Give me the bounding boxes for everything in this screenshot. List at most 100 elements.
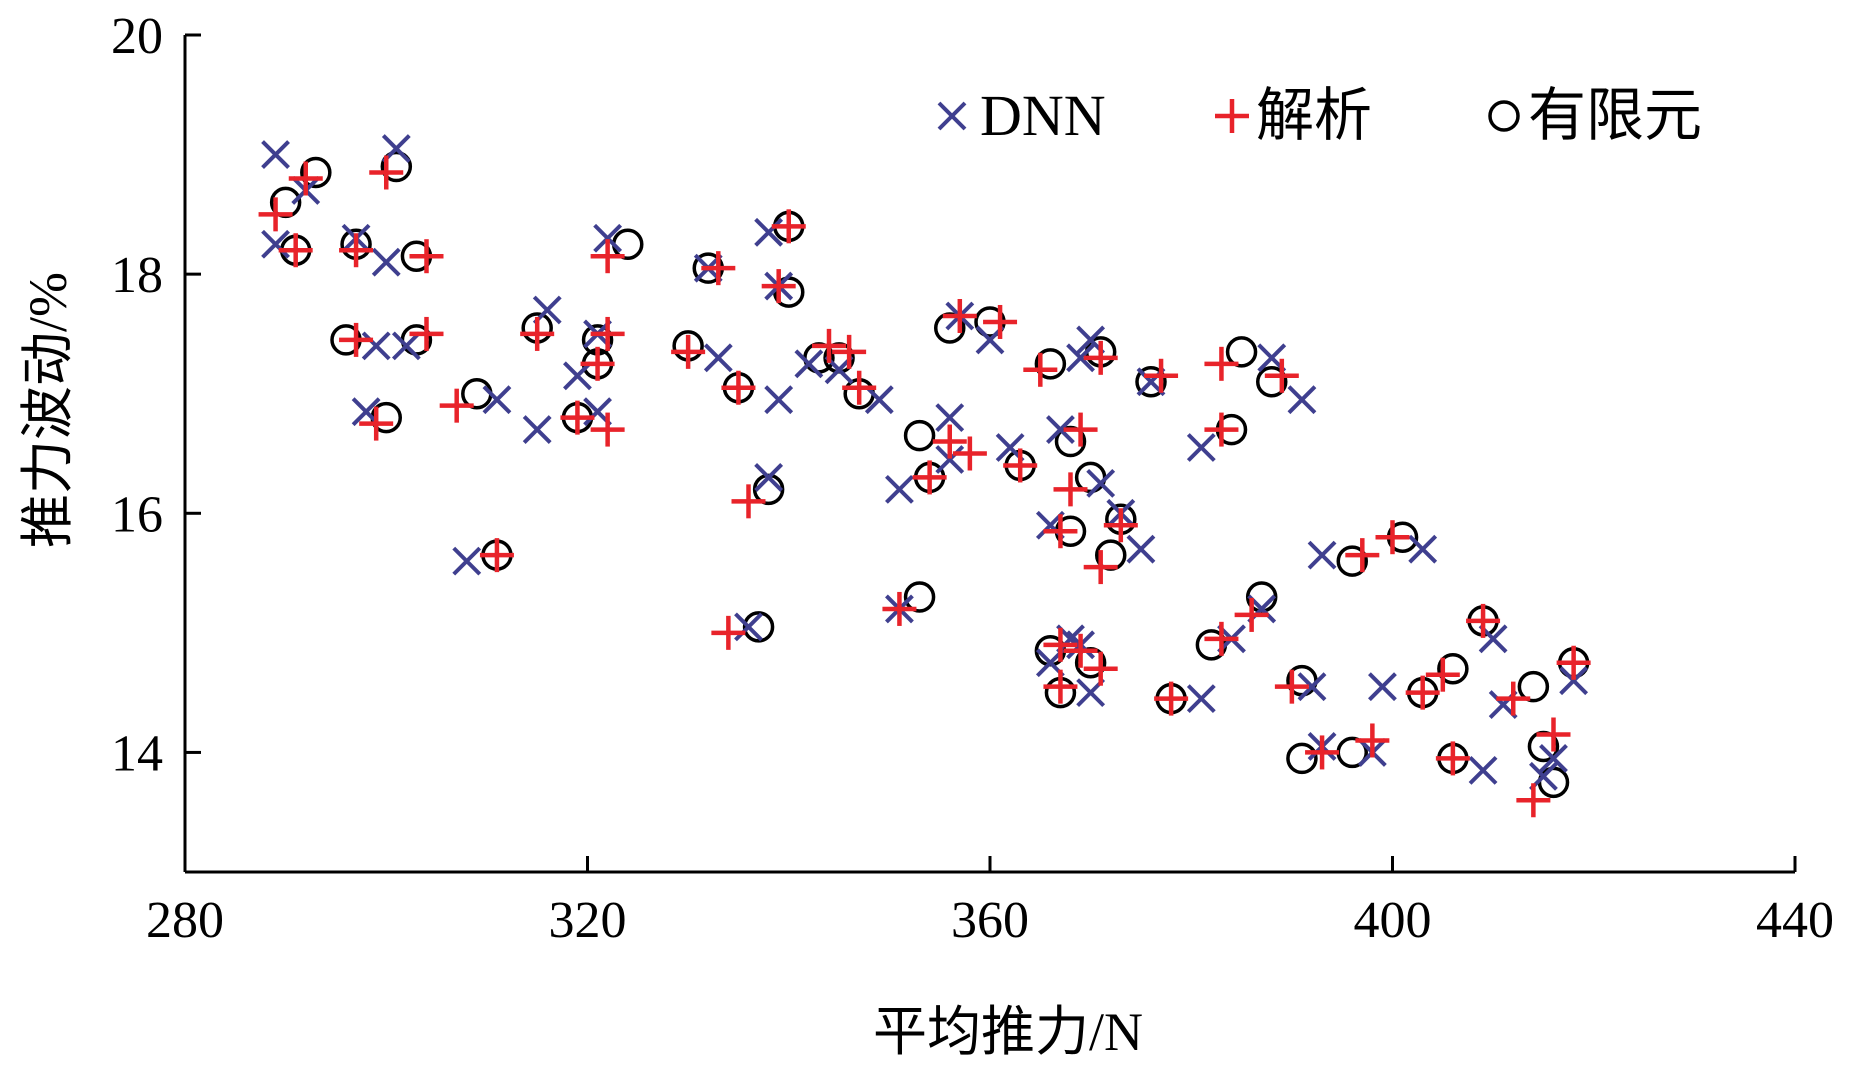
data-markers xyxy=(258,134,1591,818)
dnn-point xyxy=(754,217,784,247)
analytical-point xyxy=(983,304,1018,339)
fem-point xyxy=(1437,652,1469,685)
dnn-point xyxy=(1559,666,1589,696)
dnn-point xyxy=(1066,343,1095,373)
fem-point xyxy=(1336,545,1368,577)
legend-item-analytical: 解析 xyxy=(1215,83,1372,148)
dnn-point xyxy=(935,445,965,474)
analytical-point xyxy=(721,370,756,405)
analytical-point xyxy=(1103,508,1138,543)
y-tick-label: 14 xyxy=(111,725,163,782)
analytical-point xyxy=(812,328,846,363)
analytical-point xyxy=(952,436,987,471)
analytical-point xyxy=(1556,645,1591,680)
analytical-point xyxy=(258,197,293,232)
analytical-point xyxy=(590,316,625,351)
analytical-point xyxy=(1435,741,1470,776)
analytical-point xyxy=(711,615,746,650)
analytical-point xyxy=(1063,633,1098,668)
analytical-point xyxy=(339,322,374,357)
dnn-point xyxy=(1046,415,1075,444)
dnn-point xyxy=(522,415,552,444)
dnn-point xyxy=(1287,385,1317,415)
fem-point xyxy=(903,581,936,613)
analytical-point xyxy=(409,239,444,274)
dnn-point xyxy=(1186,684,1216,714)
analytical-point xyxy=(1264,358,1299,393)
analytical-point xyxy=(1204,412,1239,447)
x-tick-label: 280 xyxy=(146,892,224,949)
analytical-point xyxy=(1023,352,1058,387)
legend-marker-x xyxy=(937,101,967,131)
analytical-point xyxy=(479,538,514,573)
fem-point xyxy=(1256,366,1288,398)
fem-point xyxy=(380,150,413,183)
legend-label-dnn: DNN xyxy=(980,83,1106,148)
analytical-point xyxy=(1003,448,1038,483)
analytical-point xyxy=(1466,603,1501,638)
axis-ticks xyxy=(183,33,1797,872)
legend-symbol xyxy=(1215,99,1249,133)
dnn-point xyxy=(482,385,512,415)
analytical-point xyxy=(1234,597,1269,632)
dnn-point xyxy=(261,229,290,259)
analytical-point xyxy=(882,591,917,626)
dnn-point xyxy=(1408,534,1438,564)
analytical-point xyxy=(1355,723,1390,758)
legend-symbol xyxy=(937,101,967,131)
dnn-point xyxy=(1468,755,1498,785)
dnn-point xyxy=(452,546,482,576)
dnn-point xyxy=(361,331,391,361)
tick-labels: 280 320 360 400 440 14 16 18 20 xyxy=(111,8,1834,949)
dnn-point xyxy=(1297,672,1327,702)
dnn-point xyxy=(1126,534,1156,564)
legend-marker-plus xyxy=(1215,99,1249,133)
fem-point xyxy=(1517,670,1550,703)
dnn-point xyxy=(1368,672,1397,702)
dnn-point xyxy=(764,385,794,415)
analytical-point xyxy=(932,424,967,459)
dnn-point xyxy=(935,403,965,433)
dnn-point xyxy=(391,331,421,361)
analytical-point xyxy=(1063,412,1098,447)
dnn-point xyxy=(734,612,763,642)
analytical-point xyxy=(590,239,625,274)
analytical-point xyxy=(1204,621,1239,656)
y-tick-label: 18 xyxy=(111,247,163,304)
fem-point xyxy=(903,419,936,452)
analytical-point xyxy=(409,316,444,351)
legend-label-fem: 有限元 xyxy=(1528,83,1702,148)
legend: DNN 解析 有限元 xyxy=(937,83,1702,148)
y-tick-label: 16 xyxy=(111,486,163,543)
analytical-point xyxy=(1043,627,1078,662)
dnn-point xyxy=(794,349,824,379)
dnn-point xyxy=(593,223,623,253)
analytical-point xyxy=(842,370,877,405)
analytical-point xyxy=(520,316,555,351)
analytical-point xyxy=(771,209,806,244)
analytical-point xyxy=(1083,340,1118,375)
analytical-point xyxy=(761,269,796,304)
analytical-point xyxy=(1204,346,1239,381)
fem-point xyxy=(300,156,332,189)
analytical-point xyxy=(1345,538,1380,573)
analytical-point xyxy=(671,334,706,369)
dnn-point xyxy=(754,463,784,492)
analytical-point xyxy=(1043,514,1078,549)
fem-point xyxy=(742,611,775,643)
x-tick-label: 440 xyxy=(1756,892,1834,949)
analytical-point xyxy=(359,406,394,441)
analytical-point xyxy=(701,251,736,286)
dnn-point xyxy=(885,474,914,504)
analytical-point xyxy=(1405,675,1440,710)
x-tick-label: 320 xyxy=(549,892,627,949)
legend-label-analytical: 解析 xyxy=(1256,83,1372,148)
analytical-point xyxy=(580,346,615,381)
analytical-point xyxy=(288,161,323,196)
analytical-point xyxy=(1144,358,1179,393)
analytical-point xyxy=(560,400,595,435)
analytical-point xyxy=(1496,681,1531,716)
y-tick-label: 20 xyxy=(111,8,163,65)
legend-symbol xyxy=(1488,100,1520,132)
